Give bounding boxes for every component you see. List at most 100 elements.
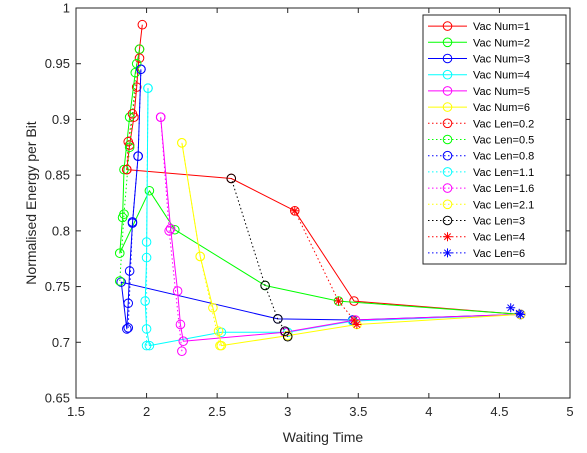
- legend-item-4: Vac Num=4: [428, 70, 530, 82]
- legend-item-11: Vac Len=1.6: [428, 183, 534, 195]
- data-point-9-1: [123, 323, 134, 333]
- data-point-8-2: [119, 209, 129, 219]
- legend-label-3: Vac Num=3: [473, 54, 530, 66]
- legend-label-4: Vac Num=4: [473, 70, 530, 82]
- data-point-5-4: [175, 319, 186, 330]
- series-line-6: [181, 142, 521, 347]
- legend-item-7: Vac Len=0.2: [428, 118, 534, 130]
- data-point-3-7: [116, 277, 126, 287]
- data-point-13-2: [280, 326, 290, 336]
- legend-marker-4: [442, 69, 453, 80]
- data-point-7-1: [122, 164, 132, 175]
- series-9: [123, 64, 146, 333]
- legend-item-2: Vac Num=2: [428, 37, 530, 49]
- legend-marker-12: [442, 199, 453, 210]
- legend-marker-5: [442, 86, 453, 96]
- data-point-1-1: [137, 19, 148, 30]
- data-point-7-2: [123, 136, 134, 147]
- y-tick-label-3: 0.75: [45, 279, 70, 294]
- y-tick-label-2: 0.7: [52, 335, 70, 350]
- legend-item-1: Vac Num=1: [428, 21, 530, 33]
- data-point-14-1: [352, 319, 362, 329]
- data-point-13-3: [273, 314, 283, 324]
- legend-label-6: Vac Num=6: [473, 102, 530, 114]
- data-point-10-1: [141, 340, 152, 351]
- legend-item-14: Vac Len=4: [428, 232, 525, 244]
- y-axis-label: Normalised Energy per Bit: [23, 121, 39, 285]
- legend-marker-1: [442, 21, 453, 31]
- y-tick-label-6: 0.9: [52, 112, 70, 127]
- series-14: [290, 206, 362, 329]
- data-point-4-5: [144, 340, 155, 351]
- legend-item-10: Vac Len=1.1: [428, 167, 534, 179]
- x-tick-label-6: 4: [425, 404, 432, 419]
- legend-marker-15: [443, 248, 452, 258]
- legend-item-5: Vac Num=5: [428, 86, 530, 98]
- x-tick-label-7: 4.5: [490, 404, 508, 419]
- data-point-9-3: [133, 151, 143, 161]
- series-line-12: [181, 142, 221, 346]
- data-point-2-3: [124, 112, 135, 122]
- data-point-15-2: [514, 308, 524, 318]
- series-15: [506, 303, 526, 319]
- data-point-14-3: [334, 296, 344, 306]
- series-line-9: [127, 69, 142, 328]
- legend-label-14: Vac Len=4: [473, 232, 525, 244]
- data-point-8-3: [124, 142, 135, 153]
- x-tick-label-1: 1.5: [67, 404, 85, 419]
- legend-marker-11: [442, 183, 453, 193]
- series-line-11: [160, 117, 183, 352]
- data-point-5-3: [172, 286, 183, 296]
- data-point-9-2: [127, 217, 138, 227]
- data-point-7-3: [127, 109, 138, 119]
- y-tick-label-5: 0.85: [45, 168, 70, 183]
- legend-marker-10: [442, 167, 453, 177]
- series-line-8: [119, 63, 138, 282]
- data-point-13-1: [282, 331, 293, 342]
- series-line-5: [160, 117, 521, 342]
- data-point-11-3: [155, 112, 166, 122]
- legend-marker-2: [442, 37, 453, 48]
- legend-label-9: Vac Len=0.8: [473, 151, 534, 163]
- legend-label-2: Vac Num=2: [473, 37, 530, 49]
- data-point-7-4: [134, 53, 145, 63]
- legend-marker-3: [442, 53, 453, 64]
- data-point-4-3: [140, 296, 150, 306]
- legend-item-3: Vac Num=3: [428, 54, 530, 66]
- series-line-7: [126, 58, 140, 170]
- legend-marker-14: [443, 232, 452, 242]
- data-point-13-4: [260, 280, 270, 291]
- legend-item-9: Vac Len=0.8: [428, 151, 534, 163]
- data-point-5-2: [165, 223, 176, 234]
- series-12: [177, 138, 225, 351]
- legend-marker-8: [442, 134, 453, 145]
- legend: Vac Num=1 Vac Num=2 Vac Num=3 Vac Num=4 Vac …: [422, 14, 567, 265]
- legend-marker-7: [442, 118, 453, 129]
- data-point-15-3: [506, 303, 516, 313]
- series-layer: [114, 19, 526, 357]
- series-13: [226, 173, 293, 342]
- data-point-2-4: [119, 164, 129, 175]
- legend-item-12: Vac Len=2.1: [428, 199, 534, 211]
- legend-marker-13: [442, 215, 453, 226]
- series-7: [122, 53, 145, 175]
- x-tick-label-2: 2: [143, 404, 150, 419]
- legend-label-8: Vac Len=0.5: [473, 135, 534, 147]
- data-point-1-3: [131, 82, 142, 92]
- data-point-14-2: [349, 315, 359, 325]
- data-point-5-5: [178, 336, 189, 346]
- data-point-9-4: [136, 64, 146, 75]
- legend-label-15: Vac Len=6: [473, 248, 525, 260]
- series-8: [114, 58, 142, 286]
- legend-label-5: Vac Num=5: [473, 86, 530, 98]
- series-line-2: [119, 49, 521, 315]
- legend-item-8: Vac Len=0.5: [428, 135, 534, 147]
- data-point-12-2: [195, 251, 206, 262]
- y-tick-label-8: 1: [63, 1, 70, 16]
- data-point-11-1: [177, 346, 187, 357]
- data-point-3-5: [123, 298, 134, 309]
- legend-item-15: Vac Len=6: [428, 248, 525, 260]
- data-point-12-3: [177, 138, 187, 148]
